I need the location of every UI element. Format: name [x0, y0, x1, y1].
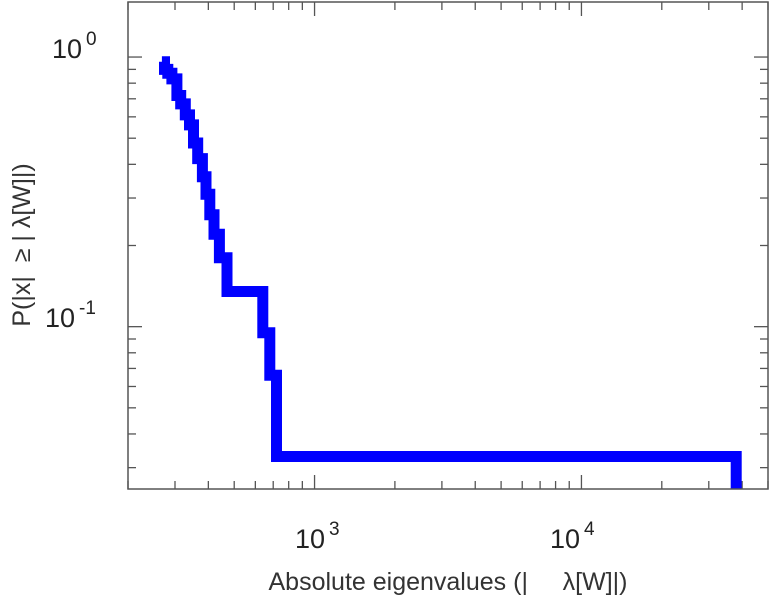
x-axis-label: Absolute eigenvalues (| λ[W]|): [269, 568, 628, 596]
y-tick-label-1: 10 0: [52, 29, 97, 64]
y-tick-label-0-1: 10 -1: [45, 298, 96, 333]
series-line-0: [159, 56, 742, 489]
x-tick-label-1000: 10 3: [295, 519, 340, 554]
tick-marks: [127, 2, 769, 489]
y-axis-label: P(|x| ≥ | λ[W]|): [8, 163, 36, 326]
x-tick-label-10000: 10 4: [550, 519, 595, 554]
plot-frame: [127, 1, 769, 490]
series-layer: [159, 56, 742, 489]
